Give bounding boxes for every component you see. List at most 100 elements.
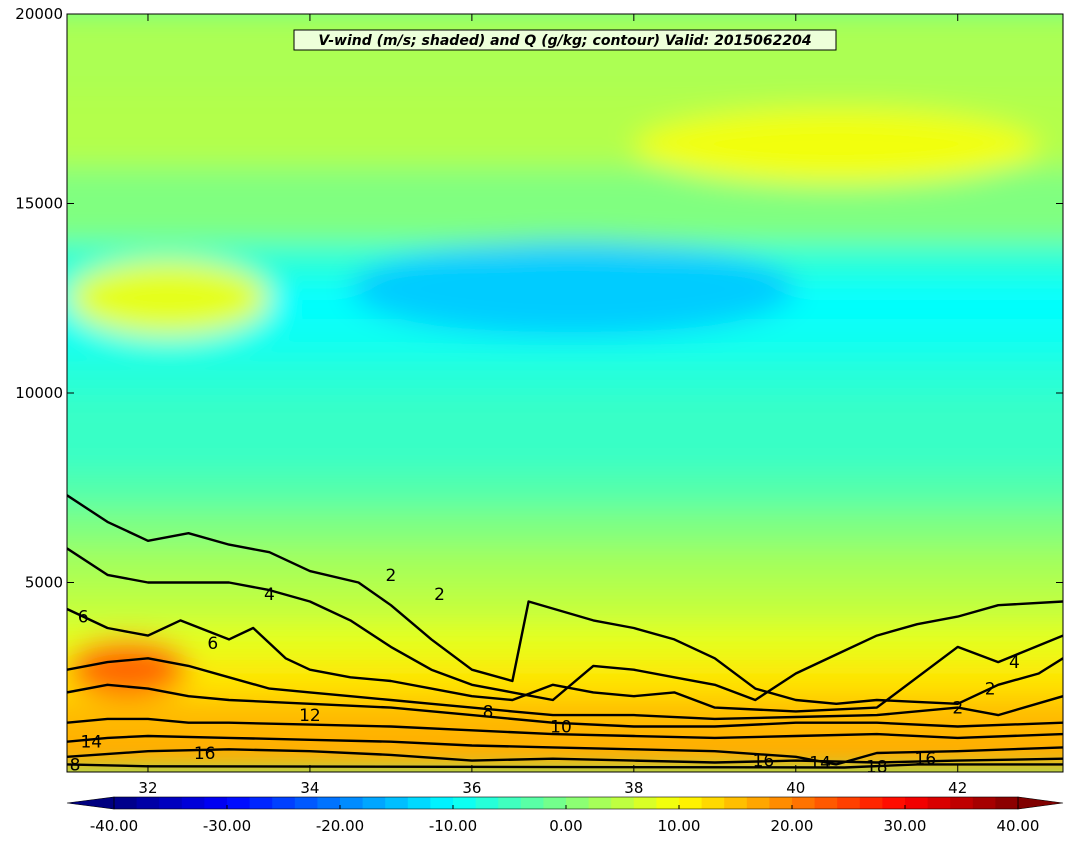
colorbar-segment [136,797,160,809]
colorbar-tick-label: 40.00 [997,817,1040,835]
colorbar: -40.00 -30.00 -20.00 -10.00 0.00 10.00 20.00 30… [66,796,1064,835]
wind-band [67,14,1063,92]
colorbar-segment [972,797,996,809]
colorbar-segment [159,797,183,809]
y-tick-label: 20000 [15,5,63,23]
y-tick-label: 10000 [15,384,63,402]
x-tick-label: 40 [786,779,805,797]
contour-label: 18 [866,757,888,777]
colorbar-tick-label: 20.00 [771,817,814,835]
contour-label: 14 [809,754,831,774]
colorbar-tick-label: 30.00 [884,817,927,835]
colorbar-tick-label: -30.00 [203,817,251,835]
wind-shading-layer [67,14,1063,772]
contour-label: 8 [70,755,81,775]
wind-feature-upper_negative_band [350,241,796,337]
colorbar-segment [701,797,725,809]
x-tick-label: 36 [462,779,481,797]
colorbar-segment [724,797,748,809]
contour-q-18 [67,763,1063,769]
wind-feature-core_low_level_jet [67,639,189,697]
colorbar-segment [995,797,1019,809]
colorbar-segment [859,797,883,809]
contour-label: 16 [915,750,937,770]
contour-label: 14 [80,733,102,753]
colorbar-segment [385,797,409,809]
colorbar-segment [498,797,522,809]
colorbar-segment [430,797,454,809]
colorbar-segment [317,797,341,809]
chart-title: V-wind (m/s; shaded) and Q (g/kg; contou… [318,33,811,49]
colorbar-segment [633,797,657,809]
title-background [293,29,837,51]
y-axis: 5000 10000 15000 20000 [15,5,1063,592]
colorbar-tick-label: -10.00 [429,817,477,835]
humidity-contour-layer [67,494,1063,769]
colorbar-segment [520,797,544,809]
colorbar-segment [294,797,318,809]
contour-label: 2 [952,699,963,719]
colorbar-tick-label: 0.00 [549,817,582,835]
contour-label: 6 [78,608,89,628]
contour-label: 6 [207,634,218,654]
title-box: V-wind (m/s; shaded) and Q (g/kg; contou… [293,29,837,51]
y-tick-label: 5000 [25,574,63,592]
x-tick-label: 34 [300,779,319,797]
colorbar-segment [272,797,296,809]
colorbar-extend-high [1017,796,1064,810]
x-axis: 32 34 36 38 40 42 [138,14,967,797]
x-tick-label: 32 [138,779,157,797]
colorbar-segment [362,797,386,809]
colorbar-segment [927,797,951,809]
contour-label: 16 [753,752,775,772]
wind-band [67,542,1063,585]
colorbar-segment [905,797,929,809]
colorbar-segment [566,797,590,809]
colorbar-segment [453,797,477,809]
contour-label: 2 [385,566,396,586]
colorbar-segment [837,797,861,809]
colorbar-segment [679,797,703,809]
contour-q-8 [67,657,1063,721]
colorbar-segment [588,797,612,809]
colorbar-segment [656,797,680,809]
contour-label: 8 [483,702,494,722]
contour-label: 10 [550,718,572,738]
colorbar-segment [249,797,273,809]
colorbar-segment [950,797,974,809]
colorbar-segment [114,797,138,809]
wind-band [67,391,1063,471]
colorbar-segment [882,797,906,809]
colorbar-segment [611,797,635,809]
wind-band [67,466,1063,509]
contour-q-16 [67,748,1063,764]
colorbar-segment [204,797,228,809]
contour-label: 12 [299,706,321,726]
wind-band [67,618,1063,661]
y-tick-label: 15000 [15,195,63,213]
x-tick-label: 38 [624,779,643,797]
colorbar-tick-label: -20.00 [316,817,364,835]
wind-band [67,580,1063,623]
wind-band [67,504,1063,547]
contour-q-10 [67,683,1063,728]
contour-label: 16 [194,744,216,764]
wind-band [67,353,1063,395]
colorbar-segment [792,797,816,809]
colorbar-extend-low [66,796,115,810]
colorbar-segment [181,797,205,809]
wind-feature-western_upper_positive [67,260,270,337]
colorbar-segment [227,797,251,809]
contour-q-12 [67,717,1063,740]
colorbar-tick-label: -40.00 [90,817,138,835]
wind-feature-upper_positive_patch [633,108,1039,185]
contour-q-4 [67,547,1063,702]
colorbar-segment [475,797,499,809]
colorbar-segment [746,797,770,809]
x-tick-label: 42 [948,779,967,797]
contour-label: 4 [1009,653,1020,673]
colorbar-tick-label: 10.00 [658,817,701,835]
